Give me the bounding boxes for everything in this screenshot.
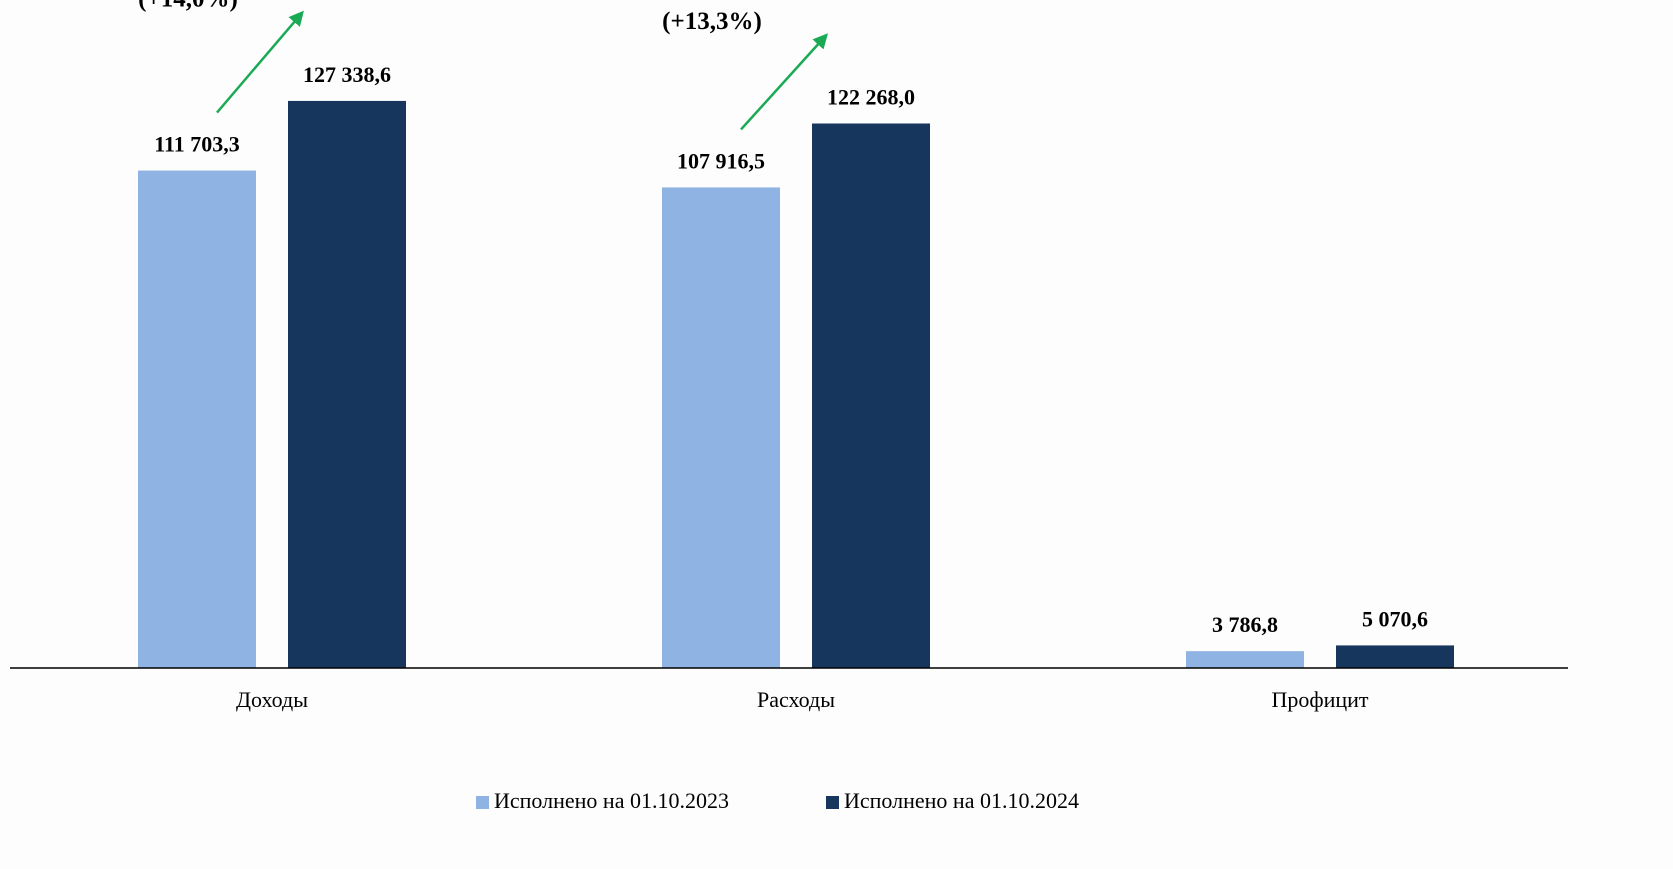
legend-label: Исполнено на 01.10.2024 xyxy=(844,788,1079,813)
bar xyxy=(812,123,930,669)
annotation-note: (+14,0%) xyxy=(138,0,238,13)
value-label: 122 268,0 xyxy=(827,85,915,110)
bar xyxy=(138,170,256,668)
value-label: 127 338,6 xyxy=(303,62,391,87)
x-tick-label: Профицит xyxy=(1271,687,1368,712)
value-label: 5 070,6 xyxy=(1362,606,1428,631)
value-label: 111 703,3 xyxy=(154,132,240,157)
legend-swatch xyxy=(476,796,489,809)
legend-label: Исполнено на 01.10.2023 xyxy=(494,788,729,813)
value-label: 3 786,8 xyxy=(1212,612,1278,637)
bar xyxy=(1186,651,1304,668)
change-arrow xyxy=(216,10,304,114)
bar xyxy=(1336,645,1454,668)
change-arrow xyxy=(740,33,829,131)
annotation-note: (+13,3%) xyxy=(662,8,762,35)
legend-swatch xyxy=(826,796,839,809)
value-label: 107 916,5 xyxy=(677,148,765,173)
bar xyxy=(662,187,780,668)
x-tick-label: Расходы xyxy=(757,687,835,712)
bar xyxy=(288,100,406,669)
x-tick-label: Доходы xyxy=(236,687,308,712)
